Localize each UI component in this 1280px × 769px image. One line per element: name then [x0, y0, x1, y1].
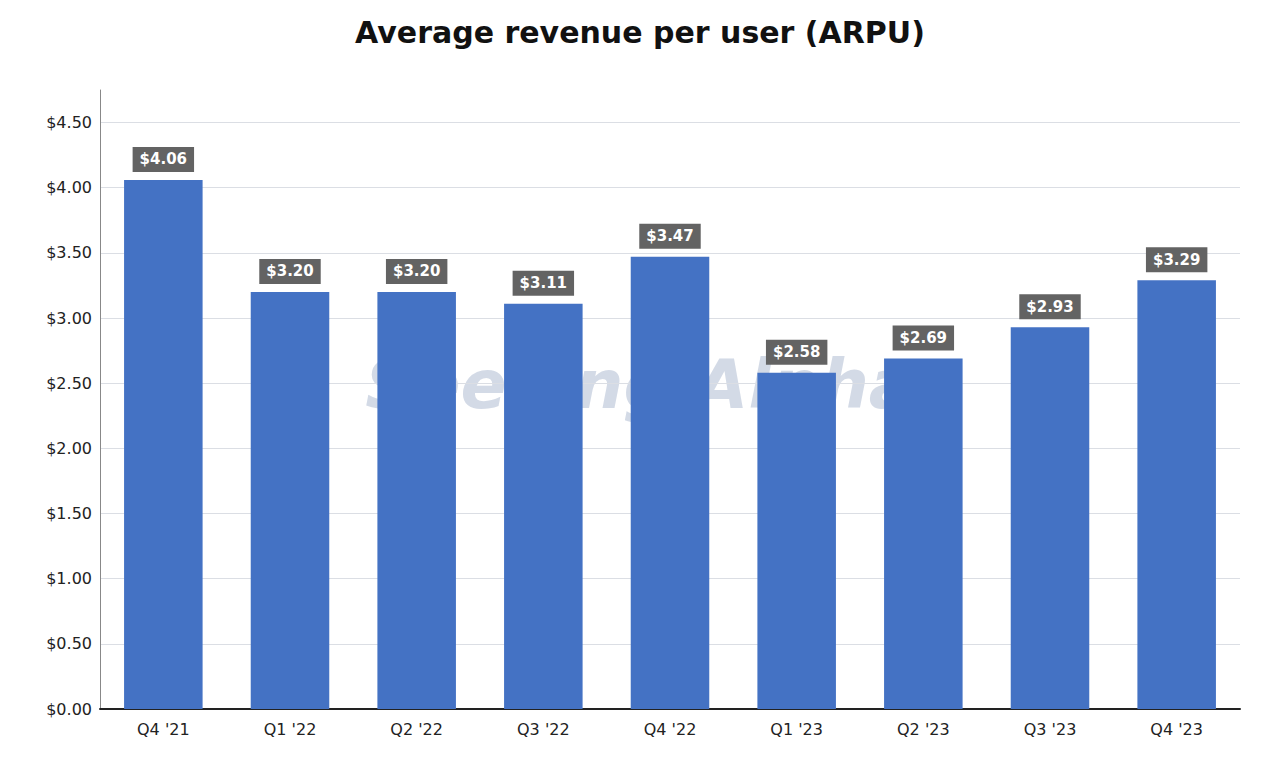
- svg-text:Q3 '22: Q3 '22: [517, 720, 570, 739]
- svg-text:$3.29: $3.29: [1153, 251, 1200, 269]
- svg-text:Q2 '22: Q2 '22: [390, 720, 443, 739]
- svg-text:$3.50: $3.50: [46, 243, 92, 262]
- svg-text:Q4 '22: Q4 '22: [644, 720, 697, 739]
- svg-text:$1.00: $1.00: [46, 569, 92, 588]
- svg-text:Q3 '23: Q3 '23: [1024, 720, 1077, 739]
- svg-text:Q2 '23: Q2 '23: [897, 720, 950, 739]
- svg-text:$0.50: $0.50: [46, 634, 92, 653]
- svg-text:$2.69: $2.69: [900, 329, 947, 347]
- svg-text:$3.20: $3.20: [266, 262, 313, 280]
- svg-text:$4.06: $4.06: [140, 150, 187, 168]
- svg-text:Q1 '22: Q1 '22: [264, 720, 317, 739]
- svg-text:$1.50: $1.50: [46, 504, 92, 523]
- svg-text:$4.50: $4.50: [46, 113, 92, 132]
- svg-text:$2.93: $2.93: [1026, 298, 1073, 316]
- svg-text:$2.58: $2.58: [773, 343, 820, 361]
- svg-text:Q1 '23: Q1 '23: [770, 720, 823, 739]
- svg-text:Average revenue per user (ARPU: Average revenue per user (ARPU): [355, 15, 925, 50]
- svg-text:$3.11: $3.11: [520, 274, 567, 292]
- svg-text:$2.50: $2.50: [46, 374, 92, 393]
- svg-text:$2.00: $2.00: [46, 439, 92, 458]
- svg-text:$3.47: $3.47: [646, 227, 693, 245]
- svg-text:$3.00: $3.00: [46, 309, 92, 328]
- svg-text:$3.20: $3.20: [393, 262, 440, 280]
- svg-text:$4.00: $4.00: [46, 178, 92, 197]
- svg-text:Q4 '23: Q4 '23: [1150, 720, 1203, 739]
- svg-text:$0.00: $0.00: [46, 700, 92, 719]
- svg-text:Q4 '21: Q4 '21: [137, 720, 190, 739]
